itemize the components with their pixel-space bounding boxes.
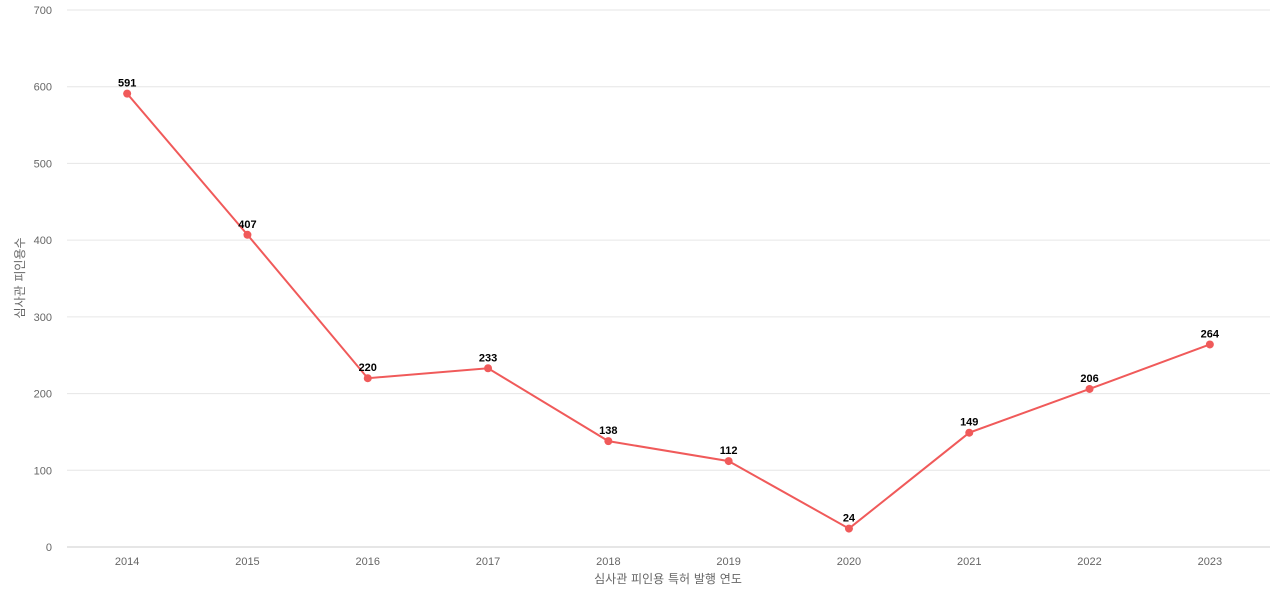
data-point[interactable]	[1205, 340, 1214, 349]
y-tick-label: 500	[34, 158, 52, 170]
data-point[interactable]	[123, 89, 132, 98]
x-tick-label: 2014	[115, 556, 139, 568]
y-tick-label: 100	[34, 465, 52, 477]
data-label: 24	[843, 513, 856, 525]
data-point[interactable]	[484, 364, 493, 373]
x-tick-label: 2018	[596, 556, 620, 568]
gridlines	[67, 9, 1270, 471]
data-point[interactable]	[1085, 384, 1094, 393]
data-label: 149	[960, 417, 978, 429]
data-point[interactable]	[844, 524, 853, 533]
x-tick-label: 2019	[716, 556, 740, 568]
y-tick-label: 600	[34, 82, 52, 94]
x-tick-label: 2015	[235, 556, 259, 568]
data-label: 407	[238, 219, 256, 231]
data-label: 206	[1080, 373, 1098, 385]
data-point[interactable]	[965, 428, 974, 437]
x-axis-title: 심사관 피인용 특허 발행 연도	[594, 571, 742, 586]
x-tick-label: 2017	[476, 556, 500, 568]
y-axis-title: 심사관 피인용수	[13, 237, 27, 318]
x-tick-label: 2020	[837, 556, 861, 568]
data-label: 138	[599, 425, 617, 437]
y-tick-label: 200	[34, 389, 52, 401]
data-label: 112	[720, 445, 738, 457]
y-tick-label: 700	[34, 5, 52, 17]
data-point[interactable]	[363, 374, 372, 383]
y-tick-label: 300	[34, 312, 52, 324]
series-group	[123, 89, 1214, 533]
x-tick-label: 2016	[356, 556, 380, 568]
series-line	[126, 92, 1211, 530]
x-tick-label: 2021	[957, 556, 981, 568]
data-label: 591	[118, 78, 136, 90]
y-tick-label: 0	[46, 542, 52, 554]
data-label: 264	[1201, 328, 1220, 340]
x-tick-label: 2022	[1077, 556, 1101, 568]
y-axis-ticks: 0 100 200 300 400 500 600 700	[34, 5, 52, 554]
data-point[interactable]	[724, 457, 733, 466]
data-point[interactable]	[243, 230, 252, 239]
data-labels: 591 407 220 233 138 112 24 149 206 264	[118, 78, 1220, 525]
data-label: 220	[359, 362, 377, 374]
x-axis-ticks: 2014 2015 2016 2017 2018 2019 2020 2021 2022 2023	[115, 556, 1222, 568]
y-tick-label: 400	[34, 235, 52, 247]
data-label: 233	[479, 352, 497, 364]
data-point[interactable]	[604, 437, 613, 446]
x-tick-label: 2023	[1198, 556, 1222, 568]
